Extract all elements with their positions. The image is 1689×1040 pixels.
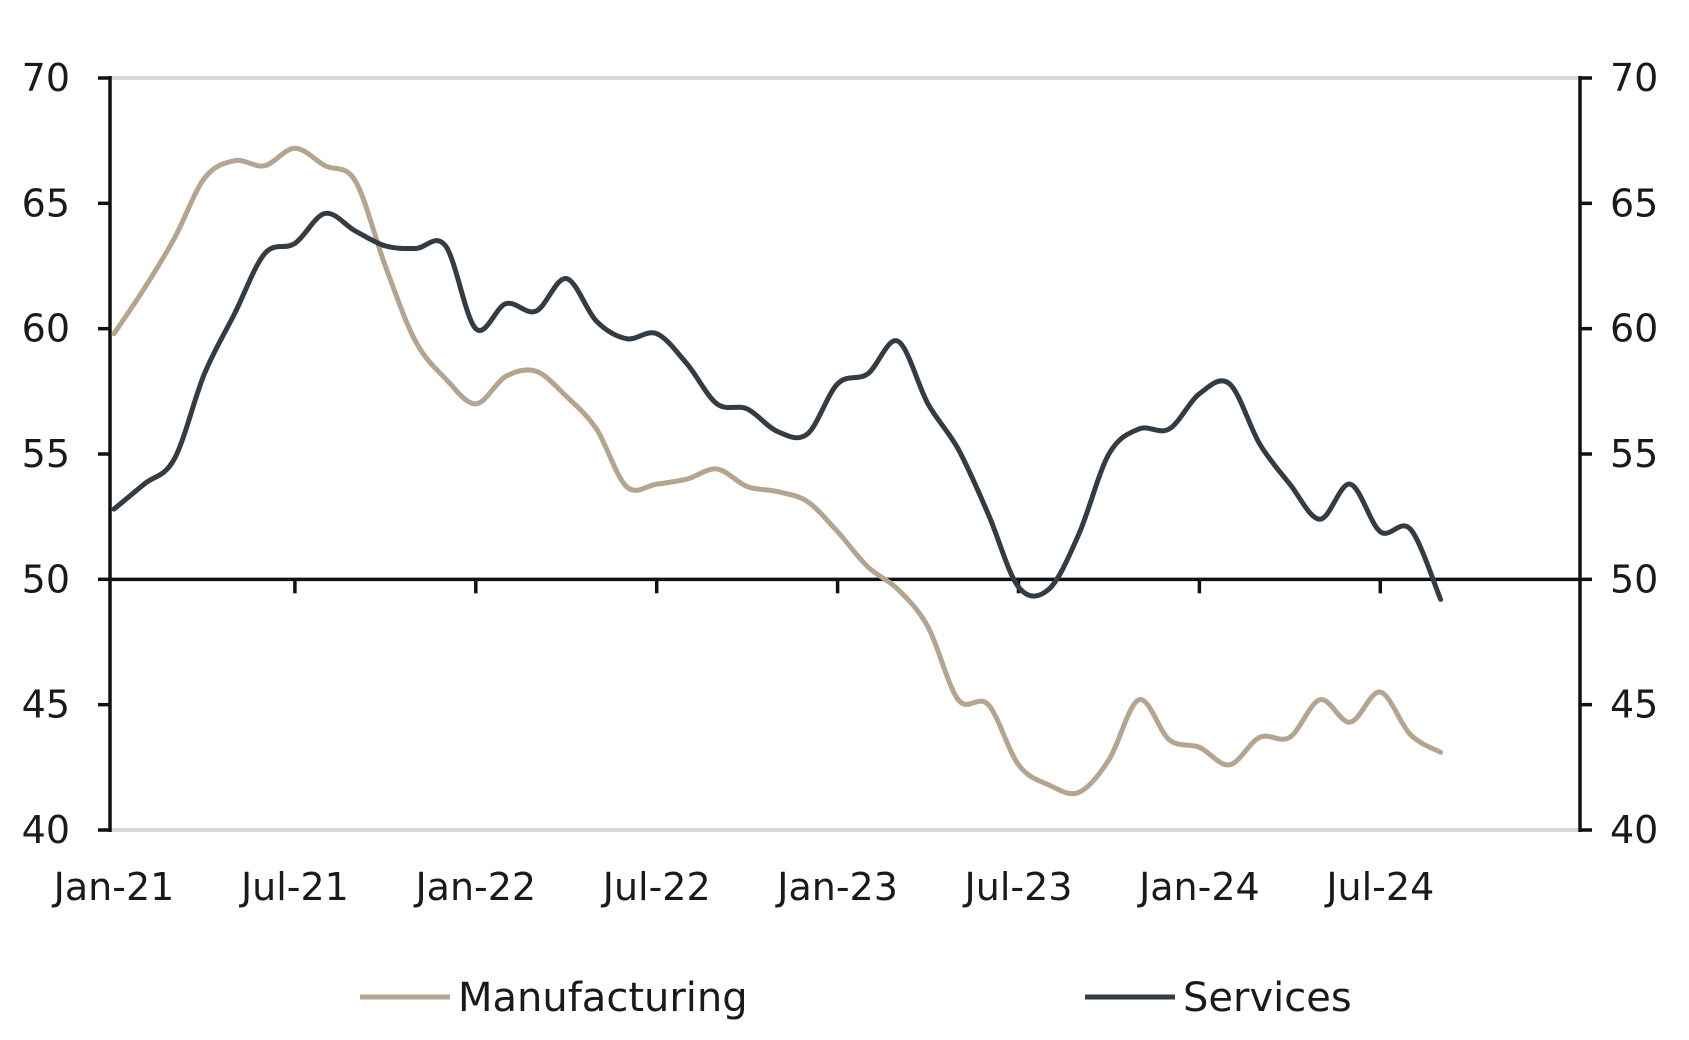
left-y-tick-label: 40 xyxy=(22,808,70,852)
left-y-tick-label: 60 xyxy=(22,307,70,351)
x-tick-label: Jan-21 xyxy=(52,865,175,909)
legend-label-manufacturing: Manufacturing xyxy=(458,975,748,1021)
left-y-tick-label: 50 xyxy=(22,557,70,601)
x-tick-label: Jul-22 xyxy=(601,865,711,909)
left-y-tick-label: 55 xyxy=(22,432,70,476)
series-line-manufacturing xyxy=(111,145,1444,797)
legend-label-services: Services xyxy=(1183,975,1352,1021)
x-tick-label: Jul-23 xyxy=(963,865,1073,909)
series-line-services xyxy=(111,210,1444,602)
series-lines xyxy=(111,145,1444,797)
x-tick-label: Jan-22 xyxy=(413,865,536,909)
axes: 40 40 45 45 50 50 55 55 60 60 65 65 70 70 Jan-21 Jul-21… xyxy=(22,56,1659,909)
left-y-tick-label: 45 xyxy=(22,683,70,727)
x-tick-label: Jul-24 xyxy=(1324,865,1434,909)
right-y-tick-label: 70 xyxy=(1610,56,1658,100)
x-tick-label: Jul-21 xyxy=(239,865,349,909)
x-tick-label: Jan-23 xyxy=(775,865,898,909)
right-y-tick-label: 40 xyxy=(1610,808,1658,852)
right-y-tick-label: 55 xyxy=(1610,432,1658,476)
left-y-tick-label: 65 xyxy=(22,181,70,225)
x-tick-label: Jan-24 xyxy=(1137,865,1260,909)
right-y-tick-label: 50 xyxy=(1610,557,1658,601)
right-y-tick-label: 65 xyxy=(1610,181,1658,225)
right-y-tick-label: 45 xyxy=(1610,683,1658,727)
legend: Manufacturing Services xyxy=(360,975,1352,1021)
right-y-tick-label: 60 xyxy=(1610,307,1658,351)
left-y-tick-label: 70 xyxy=(22,56,70,100)
